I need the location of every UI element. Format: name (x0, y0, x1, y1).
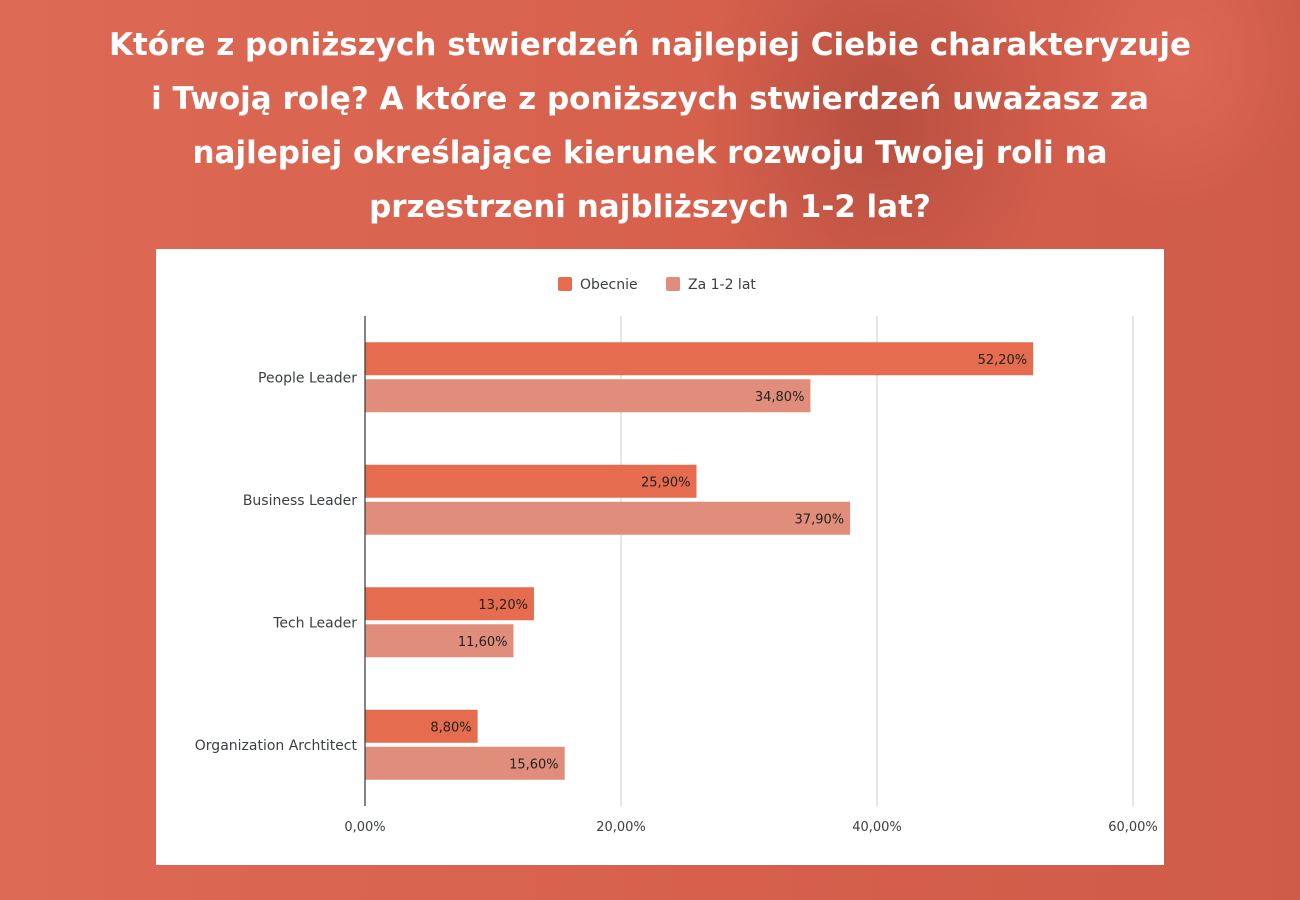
bar-obecnie[interactable] (365, 587, 534, 621)
bar-za-1-2-lat[interactable] (365, 746, 565, 780)
data-label: 15,60% (509, 757, 559, 772)
bar-obecnie[interactable] (365, 342, 1034, 376)
bar-za-1-2-lat[interactable] (365, 624, 514, 658)
data-label: 52,20% (978, 353, 1028, 368)
data-label: 37,90% (795, 512, 845, 527)
data-label: 34,80% (755, 390, 805, 405)
legend-label: Obecnie (580, 277, 638, 293)
category-label: Business Leader (243, 493, 357, 509)
x-tick-label: 0,00% (344, 820, 385, 835)
category-label: People Leader (258, 370, 357, 386)
chart-card: 0,00% 20,00% 40,00% 60,00% People Leader 52,2… (156, 249, 1164, 865)
legend-label: Za 1-2 lat (688, 277, 756, 293)
data-label: 8,80% (430, 720, 471, 735)
bar-za-1-2-lat[interactable] (365, 501, 851, 535)
bar-za-1-2-lat[interactable] (365, 379, 811, 413)
bar-chart: 0,00% 20,00% 40,00% 60,00% People Leader 52,2… (195, 277, 1158, 835)
legend-swatch (558, 277, 572, 291)
legend-swatch (666, 277, 680, 291)
x-tick-label: 40,00% (852, 820, 902, 835)
data-label: 25,90% (641, 475, 691, 490)
bar-obecnie[interactable] (365, 464, 697, 498)
bar-obecnie[interactable] (365, 709, 478, 743)
data-label: 13,20% (478, 598, 528, 613)
page-title: Które z poniższych stwierdzeń najlepiej … (108, 27, 1192, 225)
x-tick-label: 60,00% (1108, 820, 1158, 835)
x-tick-label: 20,00% (596, 820, 646, 835)
data-label: 11,60% (458, 635, 508, 650)
category-label: Tech Leader (272, 615, 357, 631)
category-label: Organization Archtitect (195, 738, 358, 754)
